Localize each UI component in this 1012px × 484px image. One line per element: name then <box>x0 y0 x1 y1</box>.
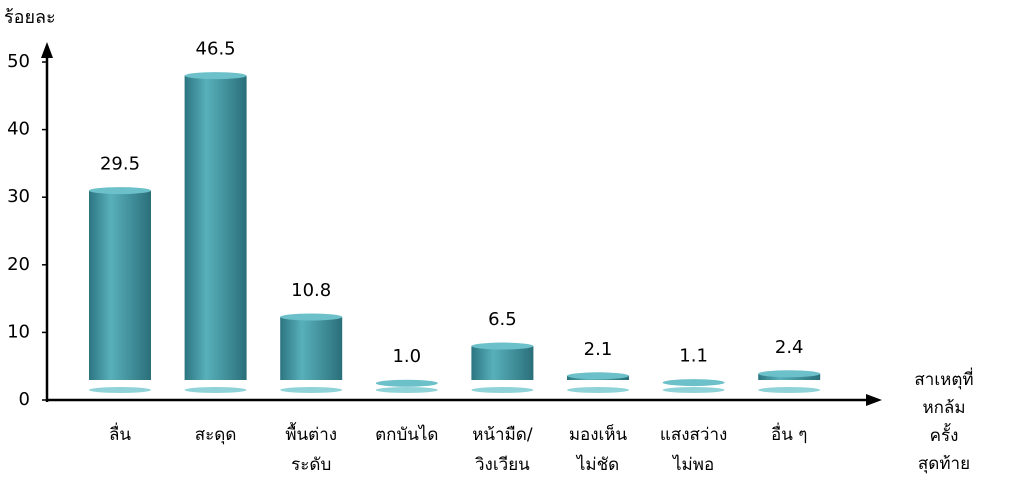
y-tick-label: 20 <box>7 254 30 275</box>
bar-base <box>471 387 534 393</box>
bar-top <box>567 372 629 380</box>
x-tick-label: แสงสว่าง ไม่พอ <box>659 425 728 475</box>
x-tick-label: ลื่น <box>108 425 132 445</box>
bar-top <box>280 313 343 321</box>
x-tick-label: มองเห็น ไม่ชัด <box>568 425 628 475</box>
bar-top <box>471 342 534 350</box>
bar-base <box>662 387 725 393</box>
bar-base <box>758 387 821 393</box>
value-label: 10.8 <box>291 280 331 301</box>
bar <box>280 316 343 380</box>
bar-base <box>567 387 629 393</box>
y-tick-label: 40 <box>7 119 30 140</box>
bar-top <box>662 379 725 387</box>
bar-top <box>89 187 151 195</box>
bar-base <box>375 387 438 393</box>
y-tick-label: 10 <box>7 321 30 342</box>
x-axis-label: สาเหตุที่หกล้ม ครั้งสุดท้าย <box>914 370 974 474</box>
bar-top <box>758 370 821 378</box>
x-tick-label: หน้ามืด/ วิงเวียน <box>472 425 533 475</box>
y-axis-label: ร้อยละ <box>4 7 56 28</box>
bar <box>471 346 534 380</box>
value-label: 1.1 <box>679 346 708 367</box>
x-tick-label: ตกบันได <box>375 425 439 445</box>
value-label: 1.0 <box>392 346 421 367</box>
y-tick-label: 30 <box>7 186 30 207</box>
value-label: 46.5 <box>196 39 236 60</box>
bar-base <box>89 387 151 393</box>
x-tick-label: อื่น ๆ <box>771 425 808 445</box>
bar-base <box>280 387 343 393</box>
y-tick-label: 0 <box>19 389 30 410</box>
y-tick-label: 50 <box>7 51 30 72</box>
y-axis-arrow <box>41 42 53 58</box>
value-label: 2.1 <box>584 339 613 360</box>
value-label: 6.5 <box>488 309 517 330</box>
x-axis-arrow <box>866 394 882 406</box>
bar-top <box>184 72 247 80</box>
value-label: 2.4 <box>775 337 804 358</box>
x-tick-label: พื้นต่าง ระดับ <box>285 425 338 475</box>
bar <box>89 190 151 380</box>
value-label: 29.5 <box>100 154 140 175</box>
bar-base <box>184 387 247 393</box>
x-tick-label: สะดุด <box>194 425 237 445</box>
bar-top <box>375 379 438 387</box>
bar <box>184 75 247 380</box>
